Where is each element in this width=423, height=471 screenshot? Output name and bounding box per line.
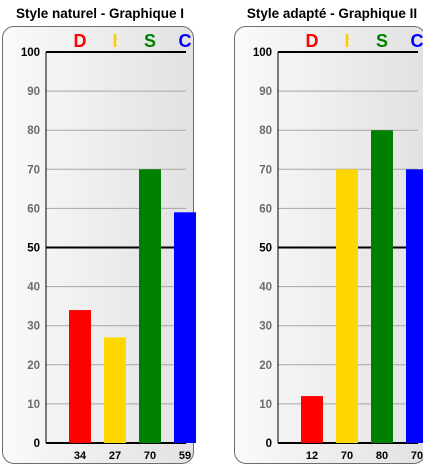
- y-tick-label: 20: [259, 360, 272, 372]
- y-tick-label: 0: [34, 438, 40, 450]
- bar-chart-2: 0 10 20 30 40 50 60 70 80 90 100 D 12 I 70 S 80 C 70: [253, 31, 423, 462]
- y-tick-label: 50: [259, 243, 272, 255]
- bar-s: [139, 169, 161, 444]
- value-label-c: 70: [411, 450, 423, 462]
- y-tick-label: 50: [27, 243, 40, 255]
- category-label-s: S: [376, 31, 388, 51]
- category-label-i: I: [344, 31, 349, 51]
- y-tick-label: 10: [259, 399, 272, 411]
- bar-chart-1: 0 10 20 30 40 50 60 70 80 90 100 D 34 I 27 S 70 C 59: [21, 31, 196, 462]
- value-label-s: 70: [144, 450, 156, 462]
- category-label-d: D: [74, 31, 87, 51]
- y-tick-label: 80: [259, 125, 272, 137]
- value-label-i: 70: [341, 450, 353, 462]
- y-tick-label: 80: [27, 125, 40, 137]
- chart-title: Style naturel - Graphique I: [15, 6, 185, 21]
- y-tick-label: 70: [259, 164, 272, 176]
- category-label-s: S: [144, 31, 156, 51]
- y-tick-label: 60: [27, 203, 40, 215]
- y-tick-label: 100: [21, 47, 40, 59]
- y-tick-label: 90: [27, 86, 40, 98]
- y-tick-label: 0: [266, 438, 272, 450]
- chart-panel-2: Style adapté - Graphique II 0 10 20 30 40 50 6…: [232, 0, 423, 471]
- y-tick-label: 30: [27, 321, 40, 333]
- category-label-c: C: [179, 31, 192, 51]
- y-tick-label: 60: [259, 203, 272, 215]
- category-label-d: D: [306, 31, 319, 51]
- chart-title: Style adapté - Graphique II: [246, 6, 418, 21]
- value-label-d: 12: [306, 450, 318, 462]
- bar-i: [336, 169, 358, 444]
- bar-i: [104, 337, 126, 443]
- bar-c: [406, 169, 423, 444]
- y-tick-label: 70: [27, 164, 40, 176]
- value-label-s: 80: [376, 450, 388, 462]
- value-label-i: 27: [109, 450, 121, 462]
- bar-c: [174, 212, 196, 443]
- bar-d: [301, 396, 323, 443]
- y-tick-label: 40: [27, 282, 40, 294]
- y-tick-label: 40: [259, 282, 272, 294]
- y-tick-label: 30: [259, 321, 272, 333]
- y-tick-label: 100: [253, 47, 272, 59]
- bar-d: [69, 310, 91, 443]
- chart-panel-1: Style naturel - Graphique I 0 10 20 30 40 50 6…: [0, 0, 200, 471]
- value-label-d: 34: [74, 450, 87, 462]
- y-tick-label: 10: [27, 399, 40, 411]
- value-label-c: 59: [179, 450, 191, 462]
- y-tick-label: 20: [27, 360, 40, 372]
- category-label-i: I: [112, 31, 117, 51]
- bar-s: [371, 130, 393, 443]
- y-tick-label: 90: [259, 86, 272, 98]
- category-label-c: C: [411, 31, 423, 51]
